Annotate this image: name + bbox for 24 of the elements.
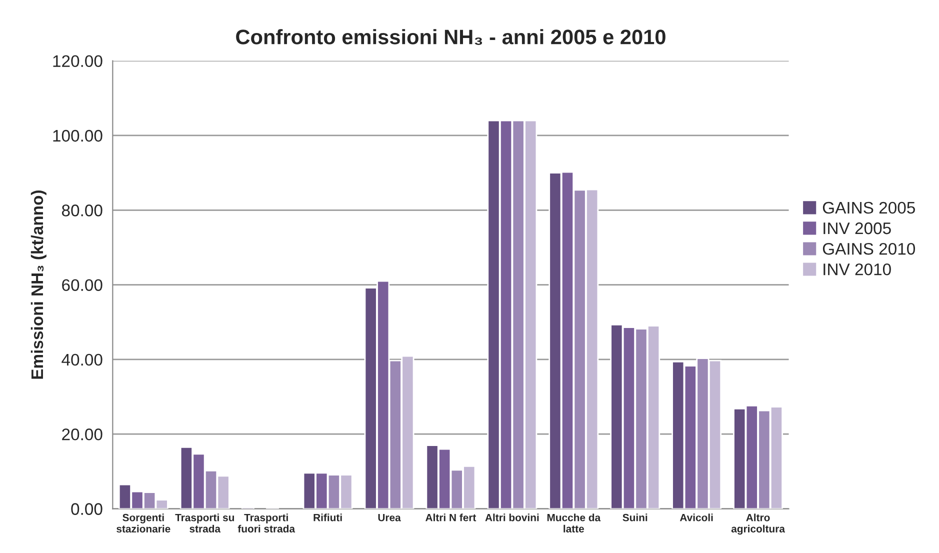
y-tick-label: 120.00 [53,55,102,68]
y-tick-label: 100.00 [53,130,102,142]
x-tick-label: Altri N fert [426,514,476,522]
x-tick-label: Altri bovini [485,514,539,522]
x-tick-label: Avicoli [680,514,713,522]
legend-label: GAINS 2010 [822,242,916,255]
x-tick-label: Rifiuti [314,514,342,522]
x-tick-label: Suini [622,514,648,522]
x-tick-label: Altro agricoltura [731,514,786,535]
x-tick-label: Sorgenti stazionarie [116,514,170,533]
legend-label: INV 2010 [824,263,891,276]
chart-title: Confronto emissioni NH₃ - anni 2005 e 2010 [236,29,666,45]
y-tick-label: 0.00 [71,503,102,515]
y-axis-title: Emissioni NH₃ (kt/anno) [30,190,46,379]
x-tick-label: Trasporti fuori strada [238,514,296,532]
x-tick-label: Urea [378,514,401,522]
y-tick-label: 40.00 [62,354,102,366]
legend-label: INV 2005 [824,222,891,234]
legend-label: GAINS 2005 [822,202,915,214]
y-tick-label: 20.00 [62,428,102,440]
x-tick-label: Mucche da latte [547,514,601,532]
x-tick-label: Trasporti su strada [175,514,234,532]
y-tick-label: 60.00 [62,279,102,291]
y-tick-label: 80.00 [62,204,102,216]
